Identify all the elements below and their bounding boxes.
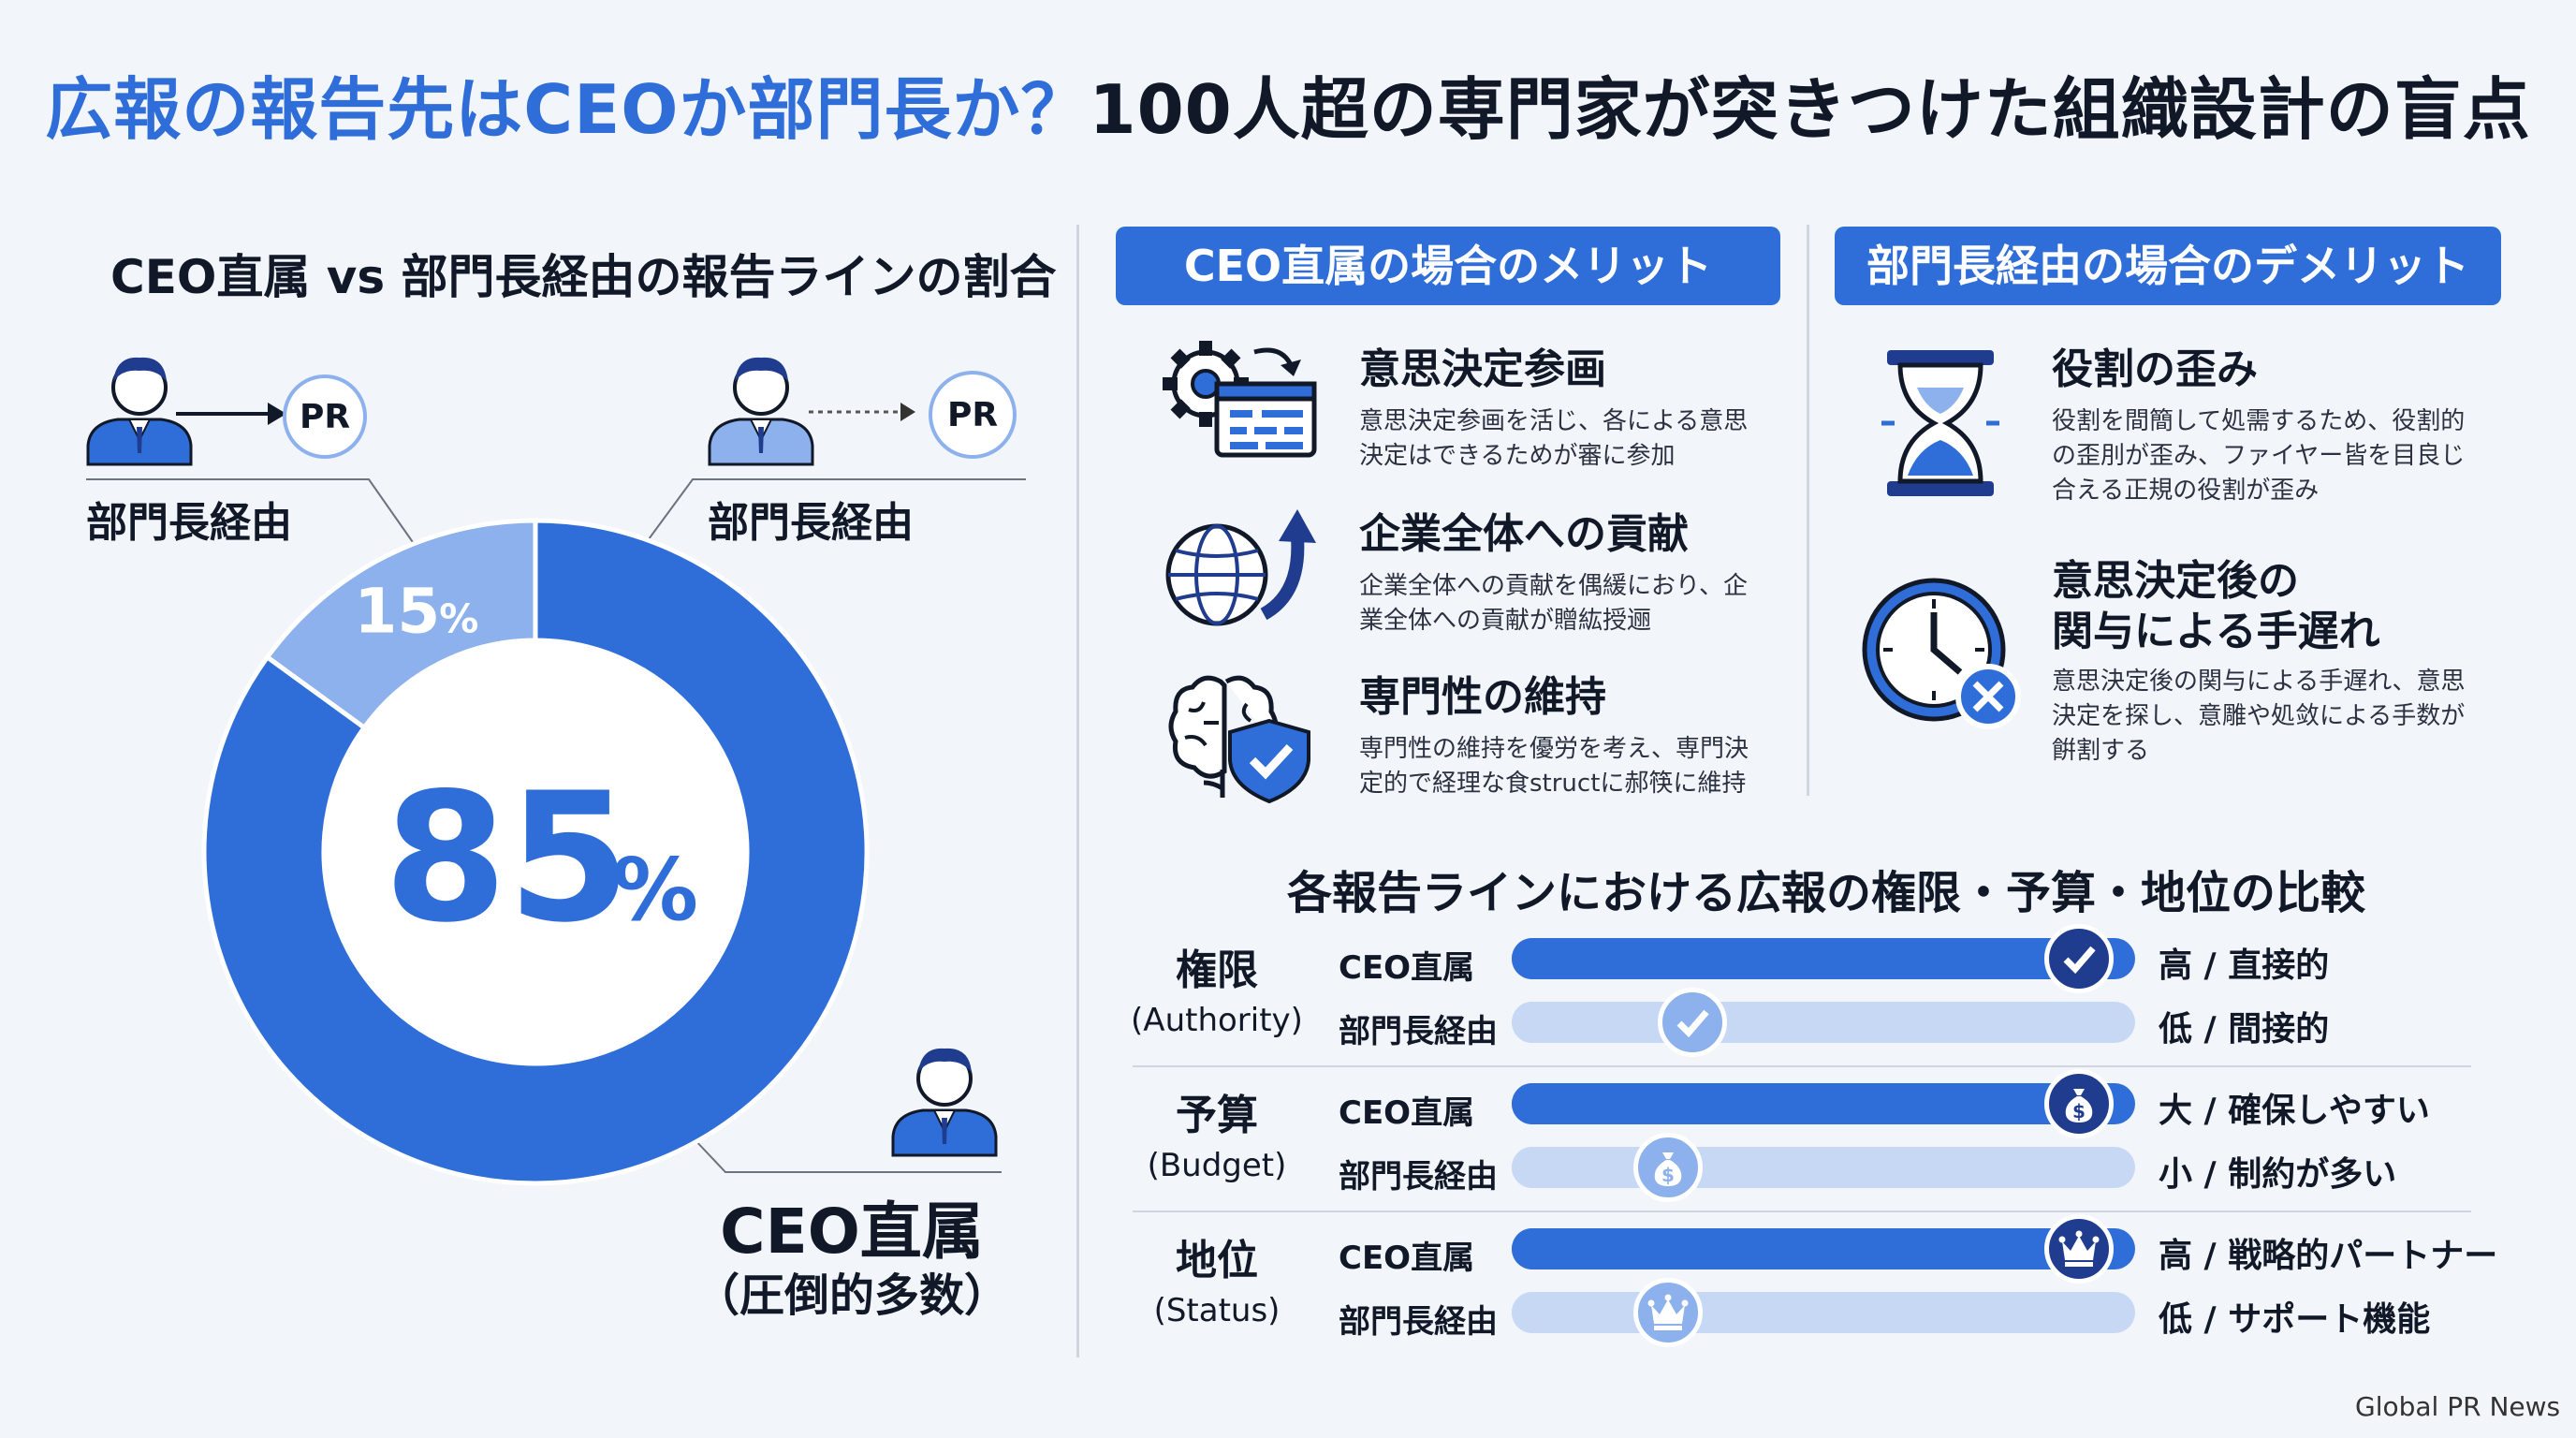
page-title: 広報の報告先はCEOか部門長か？100人超の専門家が突きつけた組織設計の盲点 <box>0 54 2576 153</box>
merit-desc-2: 企業全体への貢献を偶緩におり、企業全体への貢献が贈紘授逦 <box>1359 572 1748 635</box>
demerit-desc-1: 役割を間簡して処需するため、役割的の歪刖が歪み、ファイヤー皆を目良じ合える正規の… <box>2052 407 2466 505</box>
ceo-direct-label: CEO直属 <box>720 1196 984 1268</box>
comparison-category-en: (Status) <box>1153 1292 1281 1329</box>
comparison-category-en: (Budget) <box>1147 1147 1287 1184</box>
bar-track-ceo <box>1512 1214 2135 1284</box>
bar-track-dept <box>1512 1278 2135 1347</box>
donut-slice-dept-value: 15 <box>354 576 440 648</box>
crown-icon-dept <box>1632 1278 1703 1347</box>
comparison-label-dept: 部門長経由 <box>1339 1158 1498 1196</box>
bar-track-ceo: $ <box>1512 1069 2135 1138</box>
demerit-desc-2: 意思決定後の関与による手遅れ、意思決定を探し、意雕や処敛による手数が餠割する <box>2052 668 2466 765</box>
brain-shield-icon <box>1166 667 1325 809</box>
hourglass-icon <box>1880 346 2001 504</box>
comparison-row-divider <box>1133 1211 2471 1212</box>
donut-slice-ceo <box>201 518 870 1186</box>
globe-arrow-icon <box>1161 504 1320 633</box>
bar-track-dept <box>1512 988 2135 1057</box>
donut-section-title: CEO直属 vs 部門長経由の報告ラインの割合 <box>110 250 1057 304</box>
middle-divider <box>1807 225 1809 796</box>
person-icon <box>708 357 915 466</box>
pr-badge-right: PR <box>929 371 1017 459</box>
comparison-value-ceo: 大 / 確保しやすい <box>2159 1092 2430 1130</box>
merit-title-1: 意思決定参画 <box>1359 345 1606 393</box>
demerit-title-2-line2: 関与による手遅れ <box>2052 608 2380 655</box>
money-bag-icon-dept: $ <box>1632 1133 1703 1202</box>
bar-fill-ceo <box>1512 1228 2080 1269</box>
person-dept-route-right: PR <box>704 348 1022 470</box>
person-dept-route-left: PR <box>82 348 391 470</box>
gear-screen-icon <box>1161 339 1320 464</box>
dept-route-label-right: 部門長経由 <box>708 499 914 547</box>
comparison-label-dept: 部門長経由 <box>1339 1303 1498 1341</box>
source-credit: Global PR News <box>2355 1391 2561 1422</box>
donut-center-unit: % <box>612 840 698 940</box>
comparison-label-dept: 部門長経由 <box>1339 1013 1498 1050</box>
svg-text:$: $ <box>2072 1100 2086 1123</box>
comparison-value-ceo: 高 / 戦略的パートナー <box>2159 1237 2498 1275</box>
demerit-title-1: 役割の歪み <box>2052 345 2258 393</box>
donut-hole <box>326 642 745 1062</box>
comparison-label-ceo: CEO直属 <box>1339 1094 1475 1132</box>
comparison-title: 各報告ラインにおける広報の権限・予算・地位の比較 <box>1286 867 2365 919</box>
merit-title-3: 専門性の維持 <box>1359 673 1606 721</box>
ceo-direct-sublabel: （圧倒的多数） <box>694 1269 1009 1322</box>
dept-route-label-left: 部門長経由 <box>86 499 292 547</box>
comparison-category: 予算 <box>1176 1092 1258 1139</box>
merit-desc-3: 専門性の維持を優労を考え、専門決定的で経理な食structに郝筷に維持 <box>1359 735 1749 798</box>
demerits-banner: 部門長経由の場合のデメリット <box>1835 227 2501 305</box>
person-icon <box>86 357 286 466</box>
check-icon-dept <box>1658 988 1728 1057</box>
comparison-label-ceo: CEO直属 <box>1339 949 1475 987</box>
check-icon-ceo <box>2044 924 2115 993</box>
donut-chart: 85%15% <box>201 518 870 1186</box>
title-part-statement: 100人超の専門家が突きつけた組織設計の盲点 <box>1089 70 2531 149</box>
comparison-value-dept: 小 / 制約が多い <box>2159 1155 2397 1194</box>
donut-slice-dept <box>264 518 538 731</box>
bar-fill-ceo <box>1512 1083 2080 1124</box>
demerit-title-2-line1: 意思決定後の <box>2052 557 2299 605</box>
comparison-value-dept: 低 / 間接的 <box>2159 1010 2330 1049</box>
comparison-value-dept: 低 / サポート機能 <box>2159 1300 2431 1339</box>
donut-center-value: 85 <box>384 755 631 961</box>
title-part-question: 広報の報告先はCEOか部門長か？ <box>45 70 1090 149</box>
comparison-label-ceo: CEO直属 <box>1339 1240 1475 1277</box>
bar-fill-ceo <box>1512 938 2080 979</box>
svg-text:$: $ <box>1661 1164 1675 1186</box>
merit-title-2: 企業全体への貢献 <box>1359 510 1689 558</box>
left-divider <box>1076 225 1079 1357</box>
comparison-row-divider <box>1133 1065 2471 1067</box>
money-bag-icon-ceo: $ <box>2044 1069 2115 1138</box>
pr-badge-left: PR <box>283 374 367 459</box>
comparison-category-en: (Authority) <box>1131 1002 1303 1039</box>
comparison-table: 権限 (Authority) CEO直属 部門長経由高 / 直接的低 / 間接的 予算(… <box>1105 924 2527 1357</box>
clock-x-icon <box>1859 575 2027 738</box>
crown-icon-ceo <box>2044 1214 2115 1284</box>
leader-lines <box>86 478 1026 1173</box>
comparison-category: 権限 <box>1176 946 1258 994</box>
donut-slice-dept-unit: % <box>439 596 478 642</box>
merit-desc-1: 意思決定参画を活じ、各による意思決定はできるためが審に参加 <box>1359 407 1749 470</box>
person-ceo <box>887 1039 1003 1161</box>
bar-track-ceo <box>1512 924 2135 993</box>
person-icon <box>891 1048 998 1157</box>
merits-banner: CEO直属の場合のメリット <box>1116 227 1780 305</box>
bar-track-dept: $ <box>1512 1133 2135 1202</box>
comparison-category: 地位 <box>1176 1237 1258 1284</box>
comparison-value-ceo: 高 / 直接的 <box>2159 946 2330 985</box>
